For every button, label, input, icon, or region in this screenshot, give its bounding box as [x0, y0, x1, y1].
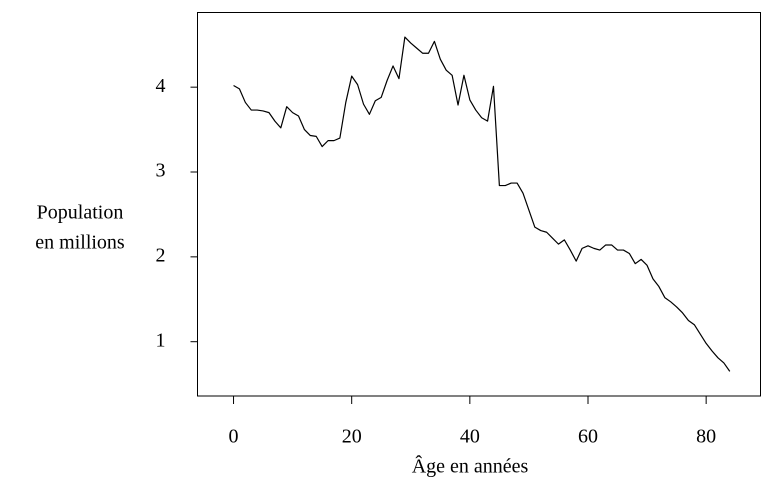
x-tick-label: 20 — [342, 426, 362, 448]
y-tick-label: 4 — [156, 75, 166, 97]
data-line — [233, 36, 731, 372]
y-tick-label: 2 — [156, 244, 166, 266]
x-tick-label: 60 — [578, 426, 598, 448]
y-axis-label: en millions — [35, 232, 125, 254]
x-axis-label: Âge en années — [412, 455, 529, 478]
x-tick-label: 80 — [696, 426, 716, 448]
plot-frame — [197, 12, 761, 397]
x-tick-label: 0 — [229, 426, 239, 448]
y-tick-label: 1 — [156, 329, 166, 351]
y-axis-label: Population — [37, 202, 124, 224]
y-tick-label: 3 — [156, 160, 166, 182]
x-tick-label: 40 — [460, 426, 480, 448]
